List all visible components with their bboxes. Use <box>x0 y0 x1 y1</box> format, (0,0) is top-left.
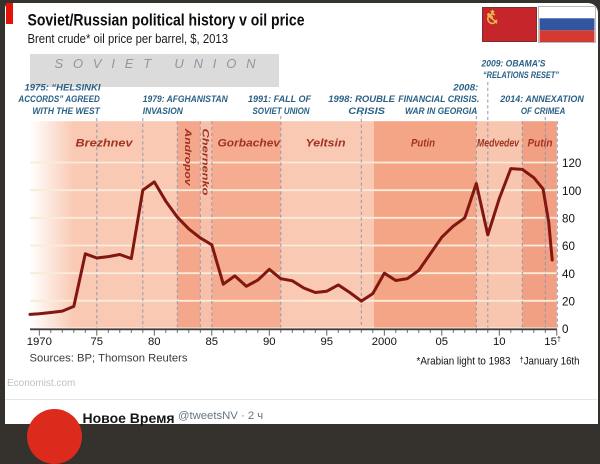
svg-text:FINANCIAL CRISIS.: FINANCIAL CRISIS. <box>398 93 479 104</box>
svg-text:2009: OBAMA’S: 2009: OBAMA’S <box>481 58 547 69</box>
svg-text:120: 120 <box>562 157 581 170</box>
svg-text:1991: FALL OF: 1991: FALL OF <box>248 93 311 104</box>
svg-text:“RELATIONS RESET”: “RELATIONS RESET” <box>483 69 559 80</box>
svg-text:05: 05 <box>436 336 449 348</box>
svg-text:1975: “HELSINKI: 1975: “HELSINKI <box>25 82 101 93</box>
svg-text:100: 100 <box>562 185 581 198</box>
svg-text:2014: ANNEXATION: 2014: ANNEXATION <box>499 93 584 104</box>
svg-text:SOVIET UNION: SOVIET UNION <box>253 105 310 116</box>
svg-text:Gorbachev: Gorbachev <box>218 138 281 150</box>
svg-text:Medvedev: Medvedev <box>477 138 520 150</box>
svg-text:Putin: Putin <box>528 138 553 150</box>
svg-text:2008:: 2008: <box>452 82 478 93</box>
svg-text:1970: 1970 <box>27 336 52 348</box>
svg-text:40: 40 <box>562 268 575 281</box>
svg-text:85: 85 <box>206 336 219 348</box>
svg-text:80: 80 <box>148 336 161 348</box>
svg-text:15†: 15† <box>544 335 561 348</box>
svg-text:Chernenko: Chernenko <box>201 129 211 197</box>
svg-text:Soviet/Russian political histo: Soviet/Russian political history v oil p… <box>28 11 305 29</box>
svg-text:80: 80 <box>562 213 575 226</box>
svg-text:95: 95 <box>321 336 334 348</box>
svg-text:Economist.com: Economist.com <box>7 378 75 389</box>
svg-text:1979: AFGHANISTAN: 1979: AFGHANISTAN <box>143 93 228 104</box>
svg-text:75: 75 <box>91 336 104 348</box>
svg-text:Andropov: Andropov <box>183 127 193 186</box>
svg-text:†January 16th: †January 16th <box>520 355 580 368</box>
svg-text:Sources: BP; Thomson Reuters: Sources: BP; Thomson Reuters <box>30 353 189 365</box>
svg-text:Yeltsin: Yeltsin <box>306 138 346 150</box>
svg-text:1998: ROUBLE: 1998: ROUBLE <box>328 93 395 104</box>
svg-text:ACCORDS” AGREED: ACCORDS” AGREED <box>18 93 100 104</box>
svg-text:10: 10 <box>493 336 506 348</box>
svg-text:Brent crude* oil price per bar: Brent crude* oil price per barrel, $, 20… <box>28 31 229 46</box>
svg-text:0: 0 <box>562 323 568 336</box>
svg-text:*Arabian light to 1983: *Arabian light to 1983 <box>417 356 511 368</box>
svg-text:20: 20 <box>562 296 575 309</box>
svg-text:90: 90 <box>263 336 276 348</box>
svg-text:WAR IN GEORGIA: WAR IN GEORGIA <box>405 105 478 116</box>
svg-text:60: 60 <box>562 240 575 253</box>
svg-text:OF CRIMEA: OF CRIMEA <box>521 105 566 116</box>
svg-text:Brezhnev: Brezhnev <box>76 138 134 150</box>
svg-text:INVASION: INVASION <box>143 105 183 116</box>
svg-text:CRISIS: CRISIS <box>348 105 386 116</box>
svg-text:WITH THE WEST: WITH THE WEST <box>32 105 101 116</box>
svg-text:2000: 2000 <box>372 336 397 348</box>
svg-text:Putin: Putin <box>411 138 435 150</box>
